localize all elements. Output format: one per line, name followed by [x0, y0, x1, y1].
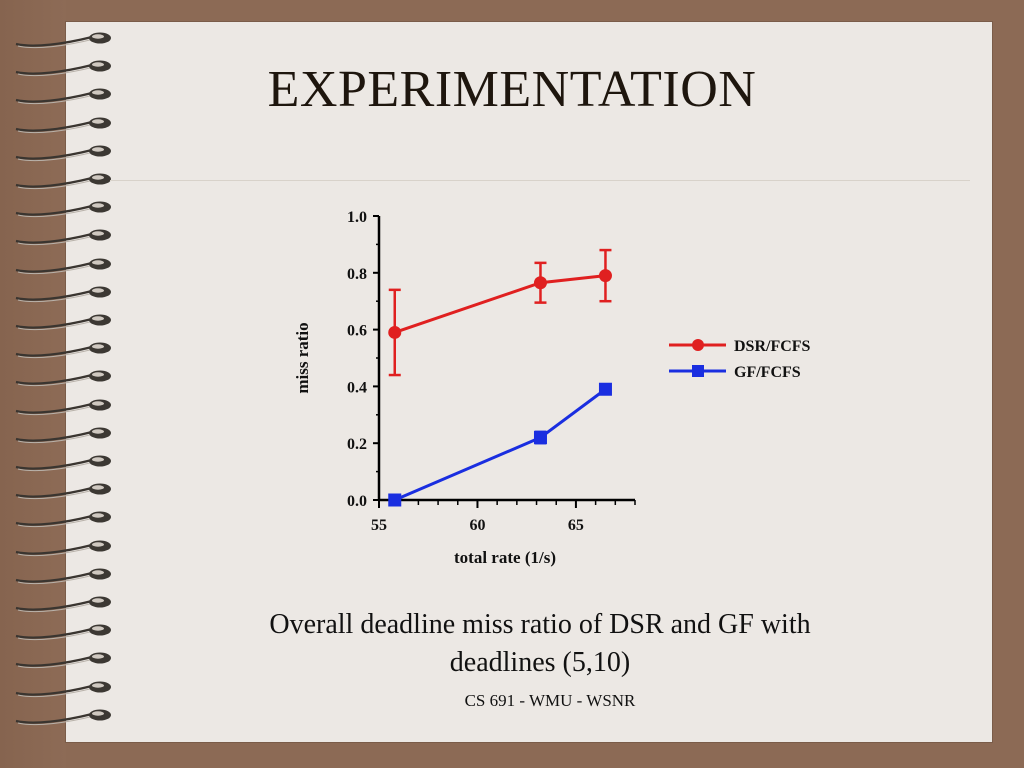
title-divider — [110, 180, 970, 181]
binder-ring — [14, 113, 114, 135]
binder-ring — [14, 677, 114, 699]
x-tick-label: 65 — [568, 517, 584, 534]
binder-ring — [14, 507, 114, 529]
chart-axes — [373, 215, 636, 508]
legend-item: DSR/FCFS — [669, 338, 811, 355]
slide-page — [66, 22, 992, 742]
slide-title: EXPERIMENTATION — [267, 61, 757, 118]
chart-legend: DSR/FCFS GF/FCFS — [669, 338, 811, 381]
data-point — [388, 493, 402, 507]
y-tick-label: 0.0 — [347, 493, 367, 510]
binder-ring — [14, 705, 114, 727]
binder-ring — [14, 310, 114, 332]
y-tick-label: 0.4 — [347, 379, 367, 396]
caption-line-2: deadlines (5,10) — [449, 647, 631, 678]
data-point — [533, 431, 547, 445]
x-tick-label: 60 — [469, 517, 485, 534]
chart-series — [388, 248, 612, 507]
slide-footer: CS 691 - WMU - WSNR — [464, 691, 636, 710]
legend-label: GF/FCFS — [734, 364, 801, 381]
series-gf-fcfs — [388, 382, 612, 507]
binder-ring — [14, 56, 114, 78]
binder-ring — [14, 536, 114, 558]
binder-ring — [14, 254, 114, 276]
binder-ring — [14, 564, 114, 586]
binder-ring — [14, 141, 114, 163]
binder-ring — [14, 338, 114, 360]
binder-ring — [14, 282, 114, 304]
binder-ring — [14, 197, 114, 219]
series-dsr-fcfs — [388, 248, 612, 377]
legend-item: GF/FCFS — [669, 364, 801, 381]
binder-ring — [14, 395, 114, 417]
y-tick-label: 0.2 — [347, 436, 367, 453]
binder-ring — [14, 84, 114, 106]
data-point — [598, 269, 612, 283]
binder-ring — [14, 620, 114, 642]
x-tick-labels: 55 60 65 — [371, 517, 584, 534]
series-line — [394, 388, 607, 502]
y-tick-label: 0.8 — [347, 266, 367, 283]
legend-marker — [692, 339, 704, 351]
x-axis-label: total rate (1/s) — [454, 548, 556, 567]
binder-ring — [14, 28, 114, 50]
y-tick-label: 1.0 — [347, 209, 367, 226]
binder-ring — [14, 423, 114, 445]
series-line — [394, 274, 606, 334]
binder-ring — [14, 169, 114, 191]
data-point — [388, 325, 402, 339]
binder-ring — [14, 648, 114, 670]
y-tick-label: 0.6 — [347, 323, 367, 340]
binder-ring — [14, 592, 114, 614]
y-axis-label: miss ratio — [293, 322, 312, 393]
slide-caption: Overall deadline miss ratio of DSR and G… — [160, 606, 920, 682]
data-point — [533, 276, 547, 290]
legend-label: DSR/FCFS — [734, 338, 811, 355]
binder-ring — [14, 225, 114, 247]
x-tick-label: 55 — [371, 517, 387, 534]
miss-ratio-chart: 0.0 0.2 0.4 0.6 0.8 1.0 55 60 65 total rate (1/… — [293, 209, 811, 567]
binder-ring — [14, 451, 114, 473]
data-point — [598, 382, 612, 396]
y-tick-labels: 0.0 0.2 0.4 0.6 0.8 1.0 — [347, 209, 367, 510]
legend-marker — [692, 365, 704, 377]
binder-ring — [14, 366, 114, 388]
caption-line-1: Overall deadline miss ratio of DSR and G… — [269, 609, 811, 640]
binder-ring — [14, 479, 114, 501]
